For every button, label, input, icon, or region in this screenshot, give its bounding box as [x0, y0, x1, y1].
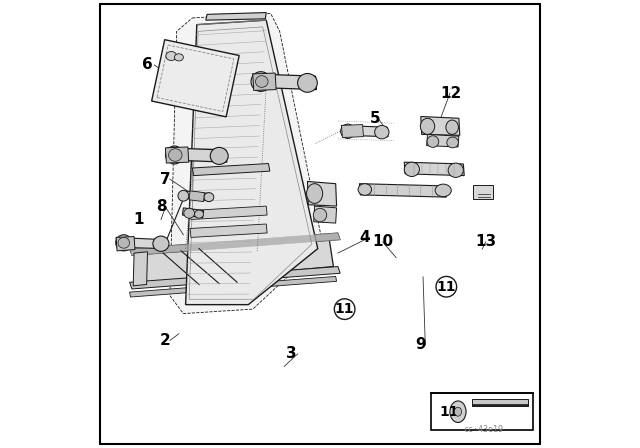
Polygon shape: [190, 224, 267, 237]
Text: 6: 6: [142, 57, 153, 73]
Polygon shape: [170, 13, 323, 314]
Ellipse shape: [168, 149, 182, 161]
Polygon shape: [130, 276, 337, 297]
Ellipse shape: [307, 184, 323, 203]
Polygon shape: [168, 148, 227, 162]
Ellipse shape: [427, 136, 439, 147]
Ellipse shape: [450, 401, 466, 422]
Polygon shape: [165, 147, 189, 163]
Ellipse shape: [211, 147, 228, 164]
Text: 11: 11: [436, 280, 456, 294]
Polygon shape: [472, 399, 528, 406]
Text: 8: 8: [156, 198, 166, 214]
Bar: [157, 45, 234, 112]
Bar: [152, 40, 239, 117]
Circle shape: [436, 276, 457, 297]
Ellipse shape: [420, 118, 435, 134]
Text: 9: 9: [415, 337, 426, 353]
Text: 12: 12: [440, 86, 461, 101]
Polygon shape: [342, 125, 388, 137]
Ellipse shape: [195, 210, 204, 218]
Polygon shape: [360, 184, 446, 197]
Ellipse shape: [116, 235, 132, 251]
Text: 5: 5: [369, 111, 380, 126]
Bar: [473, 185, 493, 199]
Polygon shape: [314, 206, 337, 223]
Ellipse shape: [374, 125, 389, 139]
Polygon shape: [130, 233, 340, 255]
Polygon shape: [253, 74, 316, 90]
Ellipse shape: [251, 72, 271, 91]
Bar: [431, 393, 533, 430]
Polygon shape: [472, 404, 528, 406]
Text: 3: 3: [285, 346, 296, 362]
Ellipse shape: [166, 52, 177, 60]
Ellipse shape: [446, 120, 458, 134]
Ellipse shape: [358, 184, 372, 195]
Text: 13: 13: [475, 234, 497, 250]
Ellipse shape: [174, 54, 184, 61]
Ellipse shape: [448, 163, 463, 177]
Polygon shape: [192, 164, 270, 176]
Ellipse shape: [314, 208, 327, 222]
Ellipse shape: [153, 236, 169, 251]
Polygon shape: [421, 116, 460, 135]
Text: 11: 11: [335, 302, 355, 316]
Polygon shape: [182, 208, 204, 218]
Polygon shape: [307, 181, 337, 206]
Ellipse shape: [298, 73, 317, 92]
Ellipse shape: [435, 184, 451, 197]
Ellipse shape: [454, 407, 461, 416]
Circle shape: [334, 299, 355, 319]
Text: cc·43e19: cc·43e19: [463, 425, 504, 434]
Ellipse shape: [204, 193, 214, 202]
Polygon shape: [186, 20, 317, 305]
Text: 11: 11: [439, 405, 459, 419]
Ellipse shape: [447, 137, 458, 148]
Ellipse shape: [184, 208, 195, 218]
Text: 2: 2: [160, 333, 171, 348]
Polygon shape: [206, 13, 266, 20]
Polygon shape: [404, 162, 464, 176]
Polygon shape: [130, 267, 340, 289]
Polygon shape: [133, 252, 148, 286]
Polygon shape: [116, 237, 167, 249]
Polygon shape: [182, 191, 210, 201]
Polygon shape: [342, 125, 364, 138]
Polygon shape: [189, 191, 204, 202]
Ellipse shape: [165, 146, 184, 164]
Text: 7: 7: [160, 172, 171, 187]
Polygon shape: [134, 237, 333, 284]
Polygon shape: [190, 206, 267, 220]
Ellipse shape: [340, 124, 355, 138]
Ellipse shape: [404, 162, 419, 177]
Ellipse shape: [178, 190, 189, 201]
Ellipse shape: [255, 76, 268, 87]
Text: 4: 4: [360, 230, 370, 245]
Polygon shape: [116, 237, 135, 251]
Polygon shape: [253, 73, 276, 90]
Ellipse shape: [118, 237, 130, 248]
Text: 1: 1: [133, 212, 144, 227]
Text: 10: 10: [372, 234, 394, 250]
Polygon shape: [427, 134, 459, 147]
